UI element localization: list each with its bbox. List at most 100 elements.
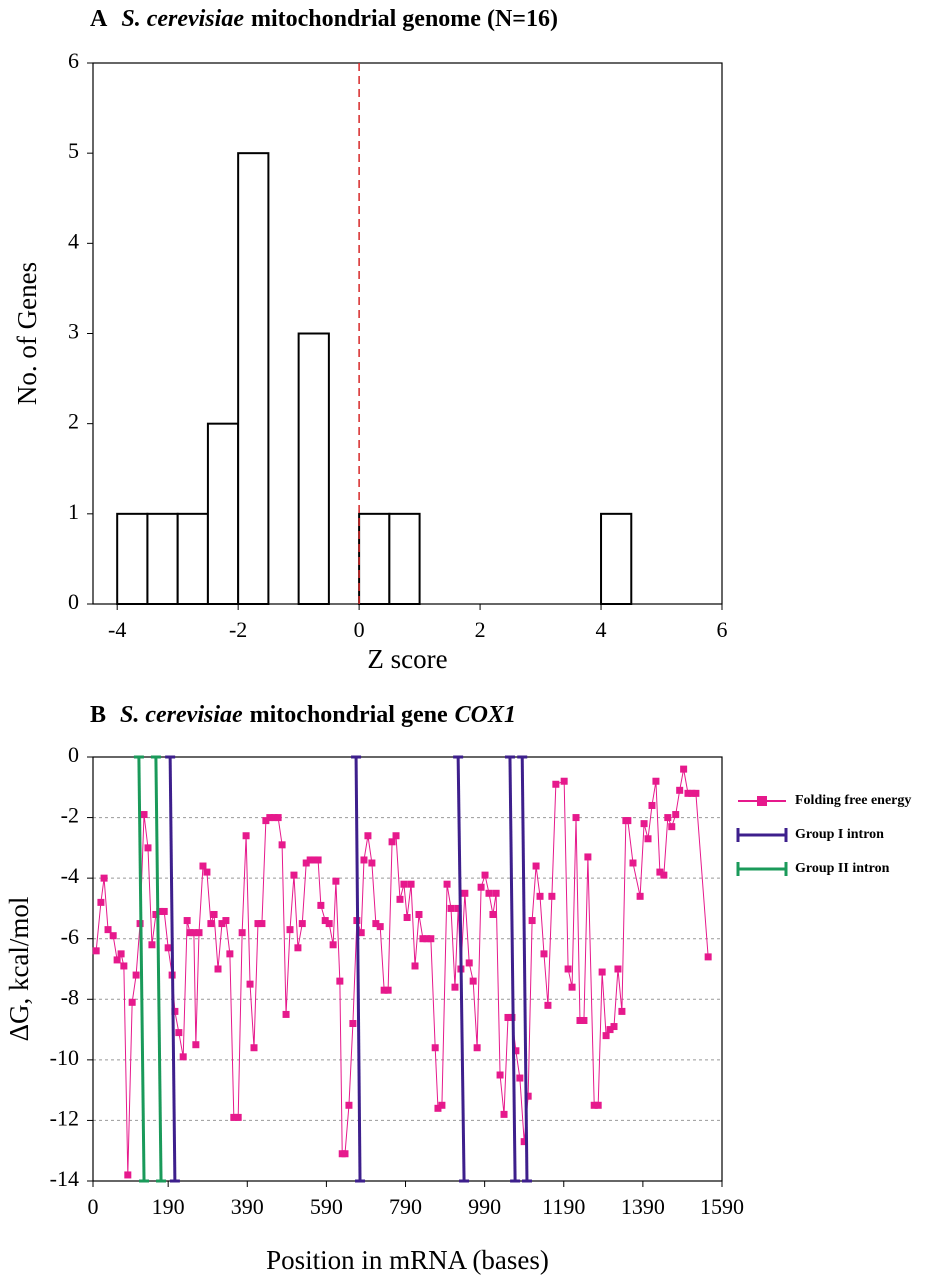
point-marker — [144, 844, 152, 852]
point-marker — [294, 944, 302, 952]
point-marker — [242, 832, 250, 840]
y-tick-label: 0 — [68, 589, 79, 614]
point-marker — [423, 935, 431, 943]
point-marker — [485, 889, 493, 897]
x-tick-label: 4 — [596, 617, 607, 642]
point-marker — [692, 789, 700, 797]
point-marker — [560, 777, 568, 785]
histogram-bar — [237, 152, 270, 606]
point-marker — [186, 929, 194, 937]
point-marker — [540, 950, 548, 958]
point-marker — [254, 920, 262, 928]
point-marker — [451, 983, 459, 991]
histogram-bar — [297, 332, 330, 605]
legend-marker — [757, 796, 767, 806]
point-marker — [92, 947, 100, 955]
point-marker — [400, 880, 408, 888]
point-marker — [552, 780, 560, 788]
point-marker — [652, 777, 660, 785]
point-marker — [427, 935, 435, 943]
point-marker — [644, 835, 652, 843]
y-tick-label: -12 — [50, 1105, 79, 1130]
point-marker — [610, 1023, 618, 1031]
point-marker — [376, 923, 384, 931]
point-marker — [97, 898, 105, 906]
point-marker — [544, 1001, 552, 1009]
series-line — [456, 756, 466, 1182]
point-marker — [207, 920, 215, 928]
point-marker — [317, 901, 325, 909]
point-marker — [473, 1044, 481, 1052]
chart-title: A S. cerevisiae mitochondrial genome (N=16… — [90, 6, 558, 32]
point-marker — [148, 941, 156, 949]
point-marker — [648, 801, 656, 809]
point-marker — [302, 859, 310, 867]
y-axis-label: ΔG, kcal/mol — [4, 897, 34, 1042]
point-marker — [298, 920, 306, 928]
point-marker — [218, 920, 226, 928]
point-marker — [270, 814, 278, 822]
x-tick-label: 0 — [354, 617, 365, 642]
y-tick-label: -6 — [61, 924, 79, 949]
point-marker — [332, 877, 340, 885]
x-tick-label: 390 — [231, 1194, 264, 1219]
y-tick-label: 0 — [68, 742, 79, 767]
point-marker — [175, 1029, 183, 1037]
point-marker — [384, 986, 392, 994]
point-marker — [656, 868, 664, 876]
x-tick-label: 1390 — [621, 1194, 665, 1219]
x-tick-label: 790 — [389, 1194, 422, 1219]
x-tick-label: -4 — [108, 617, 126, 642]
point-marker — [680, 765, 688, 773]
legend-label: Group I intron — [795, 827, 884, 842]
point-marker — [190, 929, 198, 937]
point-marker — [465, 959, 473, 967]
point-marker — [504, 1013, 512, 1021]
point-marker — [345, 1101, 353, 1109]
point-marker — [492, 889, 500, 897]
panel-label: A — [90, 6, 108, 32]
histogram-bar — [358, 512, 391, 605]
point-marker — [290, 871, 298, 879]
y-tick-label: 4 — [68, 228, 79, 253]
x-tick-label: 590 — [310, 1194, 343, 1219]
point-marker — [282, 1010, 290, 1018]
point-marker — [171, 1007, 179, 1015]
y-tick-label: -4 — [61, 863, 79, 888]
point-marker — [203, 868, 211, 876]
point-marker — [388, 838, 396, 846]
point-marker — [120, 962, 128, 970]
point-marker — [306, 856, 314, 864]
y-tick-label: 5 — [68, 138, 79, 163]
point-marker — [329, 941, 337, 949]
point-marker — [580, 1016, 588, 1024]
point-marker — [664, 814, 672, 822]
histogram-bar — [176, 512, 209, 605]
point-marker — [286, 926, 294, 934]
point-marker — [564, 965, 572, 973]
y-tick-label: 2 — [68, 409, 79, 434]
legend-label: Folding free energy — [795, 793, 911, 808]
point-marker — [214, 965, 222, 973]
point-marker — [528, 917, 536, 925]
title-italic: COX1 — [455, 702, 516, 728]
x-tick-label: 990 — [468, 1194, 501, 1219]
point-marker — [584, 853, 592, 861]
point-marker — [234, 1113, 242, 1121]
point-marker — [113, 956, 121, 964]
point-marker — [199, 862, 207, 870]
legend-label: Group II intron — [795, 861, 890, 876]
y-tick-label: 1 — [68, 499, 79, 524]
histogram-bar — [600, 512, 633, 605]
series-line — [168, 756, 177, 1182]
point-marker — [230, 1113, 238, 1121]
point-marker — [590, 1101, 598, 1109]
y-tick-label: 6 — [68, 48, 79, 73]
point-marker — [179, 1053, 187, 1061]
point-marker — [117, 950, 125, 958]
point-marker — [594, 1101, 602, 1109]
point-marker — [124, 1171, 132, 1179]
series-line — [154, 756, 163, 1182]
point-marker — [572, 814, 580, 822]
point-marker — [250, 1044, 258, 1052]
